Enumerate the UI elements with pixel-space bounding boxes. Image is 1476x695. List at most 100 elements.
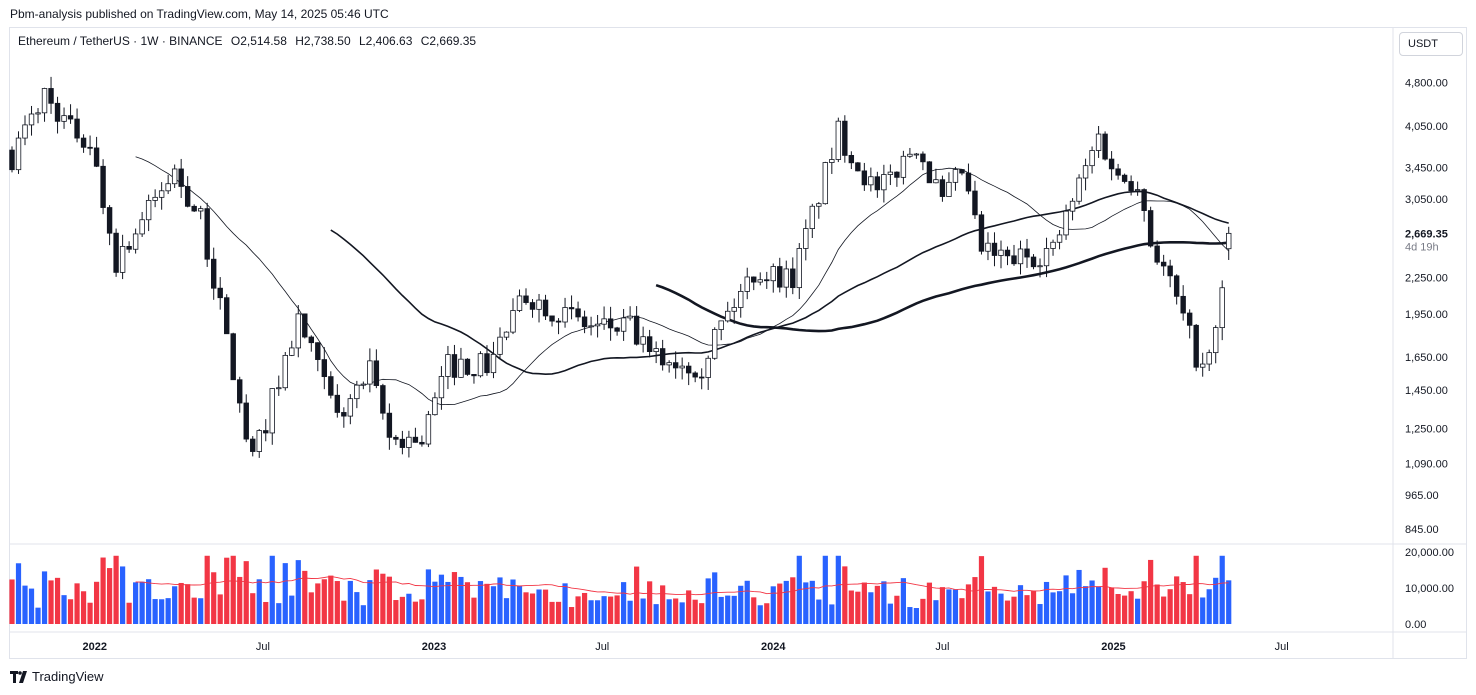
volume-bar (204, 555, 210, 624)
volume-bar (1193, 555, 1199, 624)
candle-body (1089, 150, 1095, 167)
volume-bar (1050, 592, 1056, 624)
candle-body (445, 354, 451, 377)
candle-body (718, 320, 724, 330)
candle-body (764, 279, 770, 282)
volume-bar (529, 593, 536, 624)
candle (744, 267, 750, 300)
chart-frame (9, 27, 1467, 659)
candle (35, 108, 41, 124)
volume-bar (744, 580, 750, 624)
volume-bar (191, 597, 197, 624)
candle (731, 298, 737, 324)
volume-bar (1076, 569, 1082, 624)
volume-bar (1128, 591, 1134, 624)
volume-bar (172, 586, 178, 624)
price-axis: 4,800.00 4,050.00 3,450.00 3,050.00 2,250.00… (1405, 78, 1454, 631)
volume-bar (1219, 555, 1225, 624)
volume-bar (1226, 580, 1232, 624)
volume-bar (1141, 581, 1147, 624)
candle (549, 315, 555, 327)
volume-bar (276, 603, 282, 624)
candle-body (738, 290, 744, 308)
candle-body (341, 412, 347, 417)
volume-bar (406, 593, 412, 624)
footer-brand[interactable]: TradingView (10, 669, 104, 684)
candle-body (425, 414, 432, 445)
candle-body (380, 385, 386, 414)
volume-bar (536, 589, 542, 624)
candle-body (1102, 133, 1108, 160)
candle-body (184, 186, 191, 207)
volume-bar (952, 589, 959, 624)
footer-brand-label: TradingView (32, 669, 104, 684)
candle-body (295, 313, 301, 349)
volume-bar (1148, 559, 1154, 624)
candle-body (972, 190, 978, 216)
candle (432, 392, 438, 416)
candle (373, 349, 380, 389)
candle (907, 147, 913, 158)
volume-bar (835, 555, 841, 624)
candle (751, 276, 757, 291)
candle-body (523, 295, 529, 303)
candles (9, 76, 1232, 458)
candle-body (477, 353, 484, 377)
candle (503, 331, 510, 341)
ohlc-low: L2,406.63 (358, 34, 413, 48)
candle (393, 434, 399, 446)
candle (614, 326, 620, 336)
candle-body (458, 358, 464, 378)
candle-body (725, 310, 731, 322)
volume-bar (341, 600, 347, 624)
candle (9, 146, 15, 173)
candle (770, 263, 776, 293)
candle-body (263, 430, 269, 434)
volume-bar (1180, 582, 1186, 624)
candle-body (594, 323, 601, 327)
candle-body (640, 336, 646, 345)
volume-bar (1017, 585, 1024, 624)
candle-body (490, 353, 497, 374)
candle (269, 388, 275, 445)
volume-bar (803, 582, 809, 624)
candle-body (633, 315, 640, 345)
candle-body (705, 357, 711, 378)
candle-body (282, 354, 288, 389)
volume-bar (848, 590, 854, 624)
candle-body (61, 115, 67, 122)
candle-body (197, 208, 204, 212)
volume-bar (373, 569, 379, 624)
candle (145, 194, 152, 232)
volume-bar (581, 592, 588, 624)
volume-bar (133, 582, 139, 624)
candle-body (334, 394, 341, 413)
price-tick-label: 1,450.00 (1405, 385, 1448, 397)
candle-body (685, 365, 692, 374)
candle (464, 358, 471, 376)
volume-bar (1024, 595, 1030, 624)
candle (347, 394, 354, 425)
symbol-title[interactable]: Ethereum / TetherUS · 1W · BINANCE (18, 34, 223, 48)
candle-body (510, 310, 516, 333)
candle (497, 327, 503, 360)
candle (620, 308, 627, 341)
candle-body (575, 308, 581, 318)
volume-bar (93, 581, 100, 624)
candle (861, 162, 868, 191)
candle-body (1167, 265, 1173, 277)
volume-bar (653, 604, 659, 624)
volume-tick-label: 20,000.00 (1405, 547, 1454, 559)
candle-body (419, 441, 425, 445)
candle-body (777, 266, 783, 288)
volume-bar (1213, 577, 1219, 624)
candle (829, 147, 835, 174)
currency-button[interactable]: USDT (1399, 32, 1463, 56)
volume-bar (1089, 580, 1095, 624)
volume-bar (972, 577, 978, 624)
candle-body (588, 325, 594, 328)
candle-body (829, 159, 835, 163)
candle-body (926, 161, 933, 184)
candle-body (568, 307, 575, 310)
